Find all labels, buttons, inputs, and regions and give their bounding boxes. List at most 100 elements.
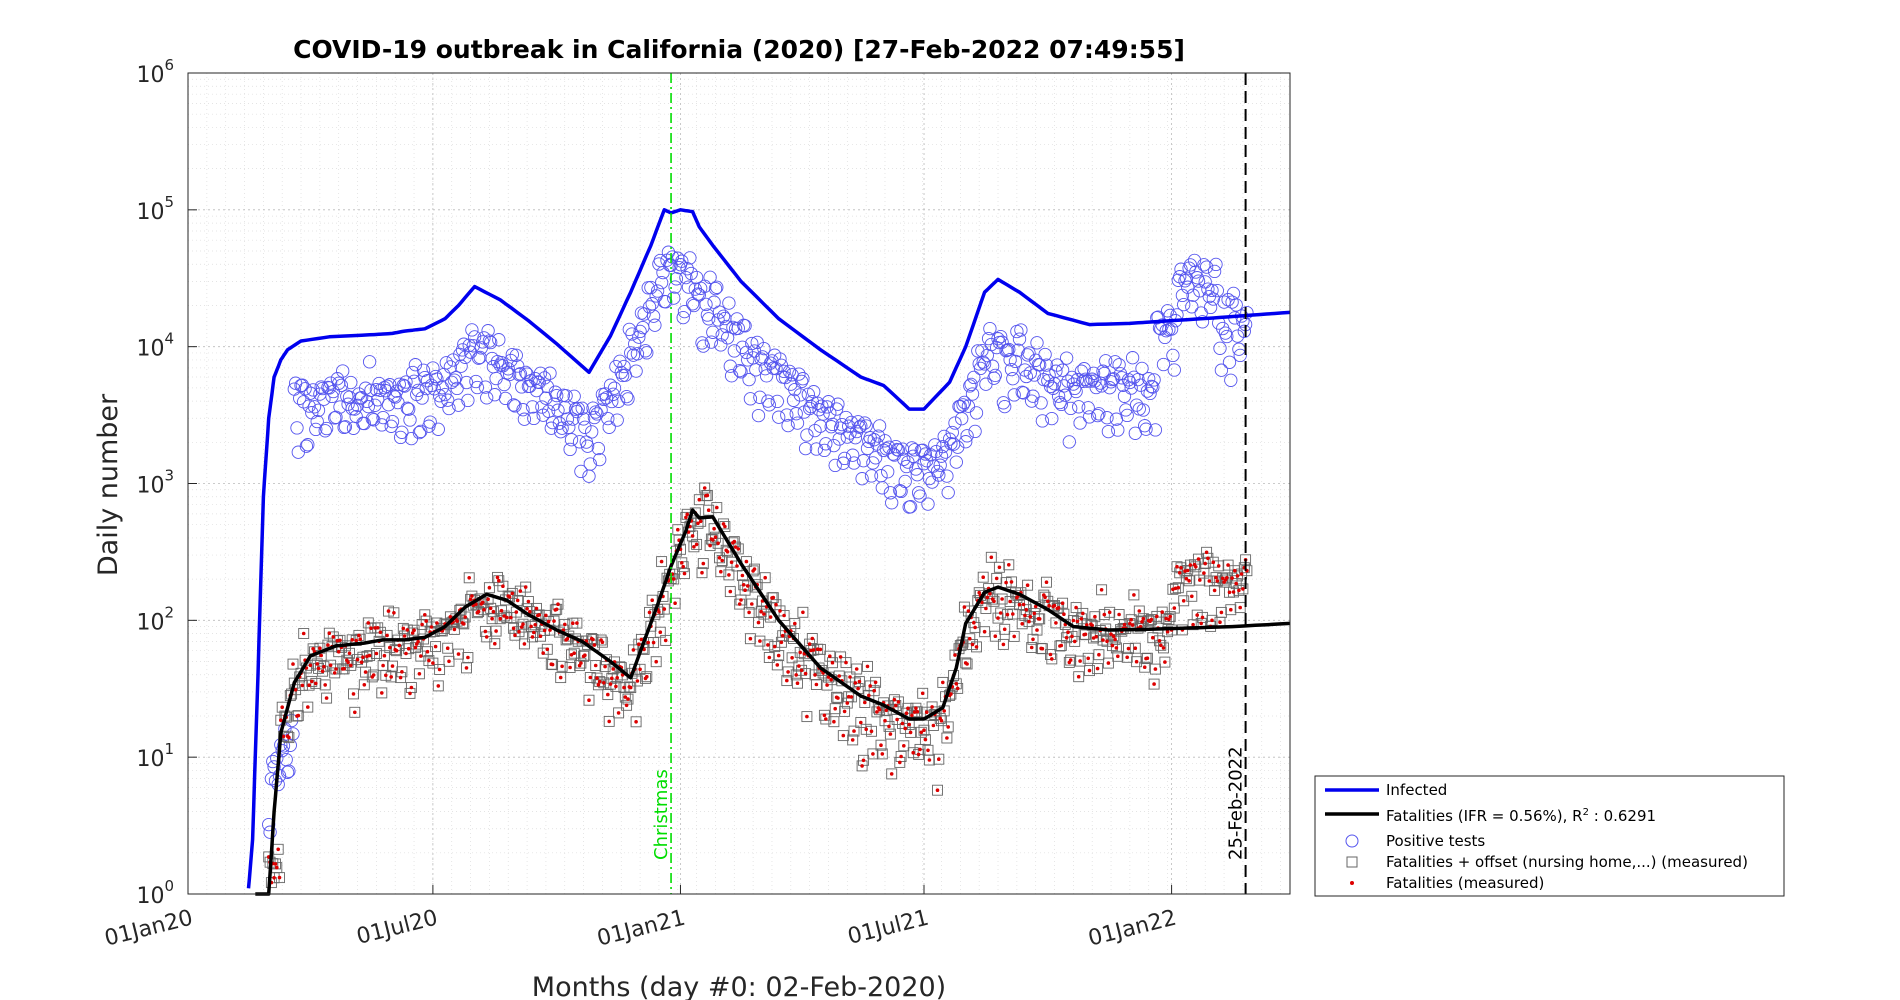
fatality-measured-point: [427, 658, 431, 663]
positive-test-point: [411, 383, 425, 398]
fatality-measured-point: [424, 619, 429, 623]
fatality-measured-point: [842, 709, 847, 714]
positive-test-point: [1062, 435, 1076, 449]
positive-test-point: [420, 374, 435, 388]
legend-fatalities-measured-label: Fatalities (measured): [1386, 874, 1544, 892]
fatality-measured-point: [772, 644, 777, 649]
positive-tests-markers: [262, 245, 1254, 839]
positive-test-point: [846, 448, 860, 462]
fatality-offset-point: [771, 659, 783, 671]
fatality-measured-point: [423, 613, 427, 617]
fatality-measured-point: [712, 526, 716, 531]
fatality-measured-point: [871, 752, 875, 756]
fatality-offset-point: [498, 610, 510, 622]
fatality-offset-point: [641, 671, 653, 683]
fatality-measured-point: [869, 729, 874, 734]
fatality-measured-point: [1072, 639, 1077, 644]
fatality-measured-point: [1002, 627, 1007, 632]
fatality-measured-point: [914, 706, 918, 710]
fatality-offset-point: [1089, 611, 1101, 623]
positive-test-point: [492, 333, 506, 347]
fatality-measured-point: [680, 561, 684, 565]
fatality-offset-point: [509, 629, 521, 641]
fatality-offset-point: [837, 730, 849, 742]
fatality-measured-point: [452, 627, 457, 632]
positive-test-point: [720, 331, 735, 345]
fatality-measured-point: [1094, 634, 1098, 639]
positive-test-point: [443, 360, 458, 374]
positive-test-point: [1000, 343, 1015, 357]
positive-test-point: [1035, 414, 1050, 428]
fatality-measured-point: [417, 672, 422, 676]
positive-test-point: [858, 416, 872, 430]
fatality-measured-point: [522, 642, 527, 646]
positive-test-point: [633, 324, 647, 339]
fatality-offset-point: [1194, 574, 1206, 586]
positive-test-point: [509, 348, 523, 362]
fatality-offset-point: [1022, 579, 1034, 591]
fatality-measured-point: [371, 673, 376, 677]
positive-test-point: [854, 419, 868, 433]
fatality-offset-point: [961, 658, 973, 670]
positive-test-point: [309, 422, 323, 437]
fatality-measured-point: [920, 691, 925, 696]
fatality-measured-point: [1083, 632, 1088, 637]
positive-test-point: [839, 410, 853, 425]
fatality-offset-point: [1110, 642, 1122, 654]
positive-test-point: [516, 403, 530, 417]
fatality-offset-point: [703, 504, 715, 516]
fatality-offset-point: [818, 709, 830, 721]
positive-test-point: [336, 364, 350, 378]
positive-test-point: [1103, 381, 1117, 395]
fatality-measured-point: [1029, 645, 1034, 650]
fatality-measured-point: [740, 573, 745, 578]
fatality-offset-point: [455, 603, 467, 615]
fatality-measured-point: [614, 684, 618, 689]
positive-test-point: [1082, 410, 1097, 424]
fatality-offset-point: [419, 609, 431, 621]
fatality-measured-point: [663, 638, 668, 643]
positive-test-point: [792, 367, 806, 381]
fatality-measured-point: [607, 719, 611, 724]
fatality-offset-point: [993, 561, 1005, 573]
positive-test-point: [964, 377, 978, 392]
fatality-measured-point: [1017, 602, 1022, 607]
positive-test-point: [307, 400, 322, 414]
y-axis-label: Daily number: [93, 393, 124, 576]
fatality-measured-point: [606, 692, 610, 697]
fatality-measured-point: [737, 602, 742, 606]
fatality-offset-point: [743, 606, 755, 618]
positive-test-point: [610, 413, 624, 427]
positive-test-point: [796, 372, 810, 386]
positive-test-point: [341, 397, 355, 411]
fatality-measured-point: [646, 640, 650, 645]
positive-test-point: [323, 376, 338, 390]
positive-test-point: [575, 401, 589, 415]
fatality-measured-point: [1190, 594, 1194, 599]
positive-test-point: [905, 441, 919, 455]
positive-test-point: [934, 449, 949, 463]
fatality-offset-point: [1209, 584, 1221, 596]
fatality-measured-point: [1241, 587, 1245, 591]
fatality-measured-point: [898, 760, 902, 765]
positive-test-point: [306, 383, 320, 397]
positive-test-point: [1033, 358, 1047, 372]
fatality-measured-point: [1165, 629, 1170, 634]
positive-test-point: [949, 455, 963, 469]
fatality-measured-point: [552, 619, 556, 623]
fatality-measured-point: [697, 497, 702, 502]
positive-test-point: [940, 469, 954, 483]
fatality-offset-point: [486, 613, 498, 625]
fatality-measured-point: [320, 669, 325, 673]
fatality-measured-point: [398, 675, 403, 680]
fatality-measured-point: [533, 623, 537, 627]
fatality-measured-point: [355, 657, 360, 662]
positive-test-point: [665, 250, 680, 264]
positive-test-point: [637, 307, 651, 321]
fatality-offset-point: [621, 699, 633, 711]
fatality-measured-point: [977, 590, 981, 595]
fatality-measured-point: [1074, 605, 1078, 610]
fatality-measured-point: [1044, 580, 1049, 584]
fatality-measured-point: [1237, 588, 1241, 593]
positive-test-point: [361, 399, 375, 414]
